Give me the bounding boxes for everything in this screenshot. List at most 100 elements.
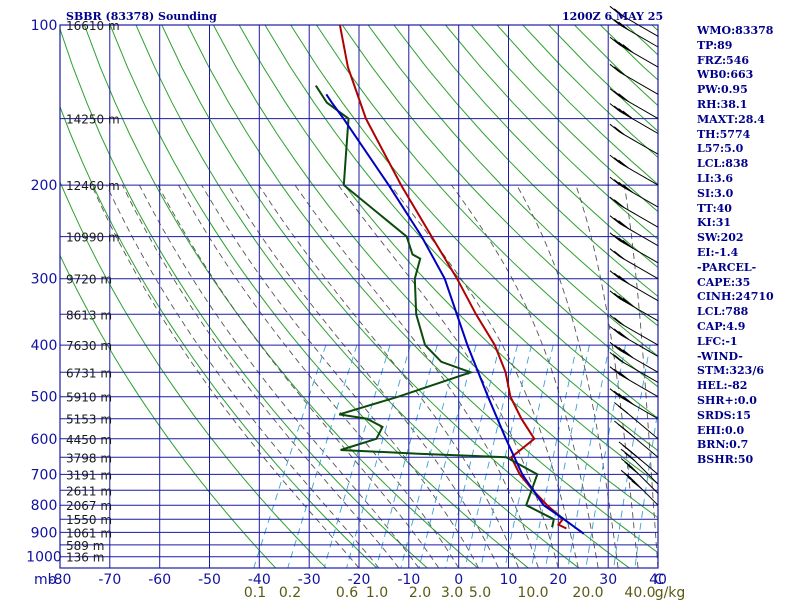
height-label: 3798 m bbox=[66, 451, 112, 465]
mixing-ratio-line bbox=[323, 344, 391, 568]
wind-barb-flag bbox=[609, 248, 621, 258]
moist-adiabat-line bbox=[258, 184, 519, 568]
wind-barb-flag bbox=[613, 328, 625, 338]
wind-barb-flag bbox=[618, 159, 629, 169]
dry-adiabats bbox=[60, 25, 658, 568]
index-value: CAPE:35 bbox=[697, 275, 751, 289]
dry-adiabat-line bbox=[419, 25, 658, 269]
dry-adiabat-line bbox=[316, 25, 658, 388]
wind-barb-flag bbox=[609, 290, 621, 300]
temperature-tick-label: 10 bbox=[500, 572, 518, 588]
wind-barb-flag bbox=[613, 217, 625, 227]
wind-barb-flag bbox=[618, 108, 629, 117]
height-label: 9720 m bbox=[66, 273, 112, 287]
temperature-tick-label: -10 bbox=[397, 572, 420, 588]
index-value: SHR+:0.0 bbox=[697, 393, 757, 407]
height-label: 1550 m bbox=[66, 513, 112, 527]
wind-barb-flag bbox=[627, 477, 639, 486]
wind-barb-flag bbox=[609, 215, 621, 225]
wind-barb-flag bbox=[622, 297, 634, 307]
pressure-label-600: 600 bbox=[31, 432, 58, 448]
height-label: 2067 m bbox=[66, 499, 112, 513]
wind-barb-flag bbox=[609, 63, 621, 73]
temperature-tick-label: -40 bbox=[248, 572, 271, 588]
dewpoint-line bbox=[314, 85, 555, 528]
wind-barb-flag bbox=[621, 427, 633, 436]
height-label: 8613 m bbox=[66, 308, 112, 322]
wind-barb bbox=[619, 71, 659, 95]
moist-adiabat-line bbox=[451, 184, 599, 568]
wind-barb-flag bbox=[609, 326, 621, 335]
wind-barb bbox=[619, 298, 659, 322]
mixing-ratio-label: 0.1 bbox=[244, 585, 266, 600]
mixing-ratio-line bbox=[613, 345, 651, 568]
wind-barb-flag bbox=[627, 465, 639, 474]
pressure-label-1000: 1000 bbox=[26, 550, 62, 566]
wind-barb-flag bbox=[613, 368, 625, 378]
dry-adiabat-line bbox=[212, 25, 658, 519]
height-label: 12460 m bbox=[66, 179, 120, 193]
wind-barb-flag bbox=[624, 473, 636, 483]
moist-adiabats bbox=[91, 184, 658, 568]
mixing-ratio-line bbox=[253, 344, 327, 568]
index-value: -PARCEL- bbox=[697, 260, 757, 274]
mixing-ratio-label: 10.0 bbox=[517, 585, 548, 600]
index-value: WB0:663 bbox=[697, 68, 754, 82]
wind-barb-flag bbox=[622, 44, 634, 53]
wind-barb-flag bbox=[609, 388, 621, 398]
dry-adiabat-line bbox=[238, 25, 658, 485]
mixing-ratio-label: 2.0 bbox=[409, 585, 431, 600]
temperature-tick-label: -20 bbox=[348, 572, 371, 588]
wind-barb bbox=[619, 162, 659, 186]
wind-barb-flag bbox=[630, 451, 641, 460]
wind-barb-flag bbox=[618, 93, 629, 102]
index-value: EHI:0.0 bbox=[697, 423, 745, 437]
wind-barb-flag bbox=[613, 272, 625, 282]
temperature-unit-label: C bbox=[654, 572, 664, 588]
mixing-ratio-label: 20.0 bbox=[572, 585, 603, 600]
wind-barb bbox=[630, 456, 659, 485]
pressure-label-400: 400 bbox=[31, 338, 58, 354]
wind-barb-flag bbox=[618, 295, 629, 305]
wind-barb-flag bbox=[613, 344, 625, 354]
wind-barb bbox=[619, 204, 659, 228]
wind-barb-flag bbox=[622, 184, 634, 193]
moist-adiabat-line bbox=[106, 184, 380, 568]
height-label: 2611 m bbox=[66, 484, 112, 498]
moist-adiabat-line bbox=[337, 184, 559, 568]
wind-barb bbox=[619, 131, 659, 155]
wind-barb bbox=[619, 278, 659, 302]
pressure-unit-label: mb bbox=[34, 572, 57, 588]
wind-barb-flag bbox=[618, 275, 629, 285]
wind-barb-flag bbox=[613, 179, 625, 188]
grid bbox=[59, 24, 659, 569]
wind-barb-flag bbox=[609, 88, 621, 97]
mixing-ratio-line bbox=[400, 344, 461, 568]
mixing-ratio-label: 5.0 bbox=[469, 585, 491, 600]
moist-adiabat-line bbox=[139, 184, 420, 568]
temperature-tick-label: -70 bbox=[98, 572, 121, 588]
index-value: PW:0.95 bbox=[697, 83, 748, 97]
index-value: -WIND- bbox=[697, 349, 743, 363]
sounding-series bbox=[314, 25, 585, 535]
mixing-ratio-label: 1.0 bbox=[366, 585, 388, 600]
mixing-ratio-label: 0.2 bbox=[279, 585, 301, 600]
temperature-tick-label: -30 bbox=[298, 572, 321, 588]
wind-barb-flag bbox=[609, 196, 621, 206]
mixing-ratio-line bbox=[287, 344, 358, 568]
index-value: MAXT:28.4 bbox=[697, 112, 765, 126]
height-label: 10990 m bbox=[66, 231, 120, 245]
wind-barb-flag bbox=[613, 19, 625, 28]
wind-barb-flag bbox=[613, 90, 625, 100]
wind-barb-flag bbox=[613, 199, 625, 209]
wind-barb-flag bbox=[609, 352, 621, 361]
height-label: 3191 m bbox=[66, 468, 112, 482]
index-value: LCL:838 bbox=[697, 157, 749, 171]
index-value: SW:202 bbox=[697, 231, 744, 245]
dry-adiabat-line bbox=[60, 254, 277, 568]
index-value: CINH:24710 bbox=[697, 290, 774, 304]
wind-barb-flag bbox=[617, 405, 629, 415]
parcel-line bbox=[325, 93, 585, 535]
height-label: 4450 m bbox=[66, 433, 112, 447]
wind-barb-flag bbox=[613, 390, 625, 400]
